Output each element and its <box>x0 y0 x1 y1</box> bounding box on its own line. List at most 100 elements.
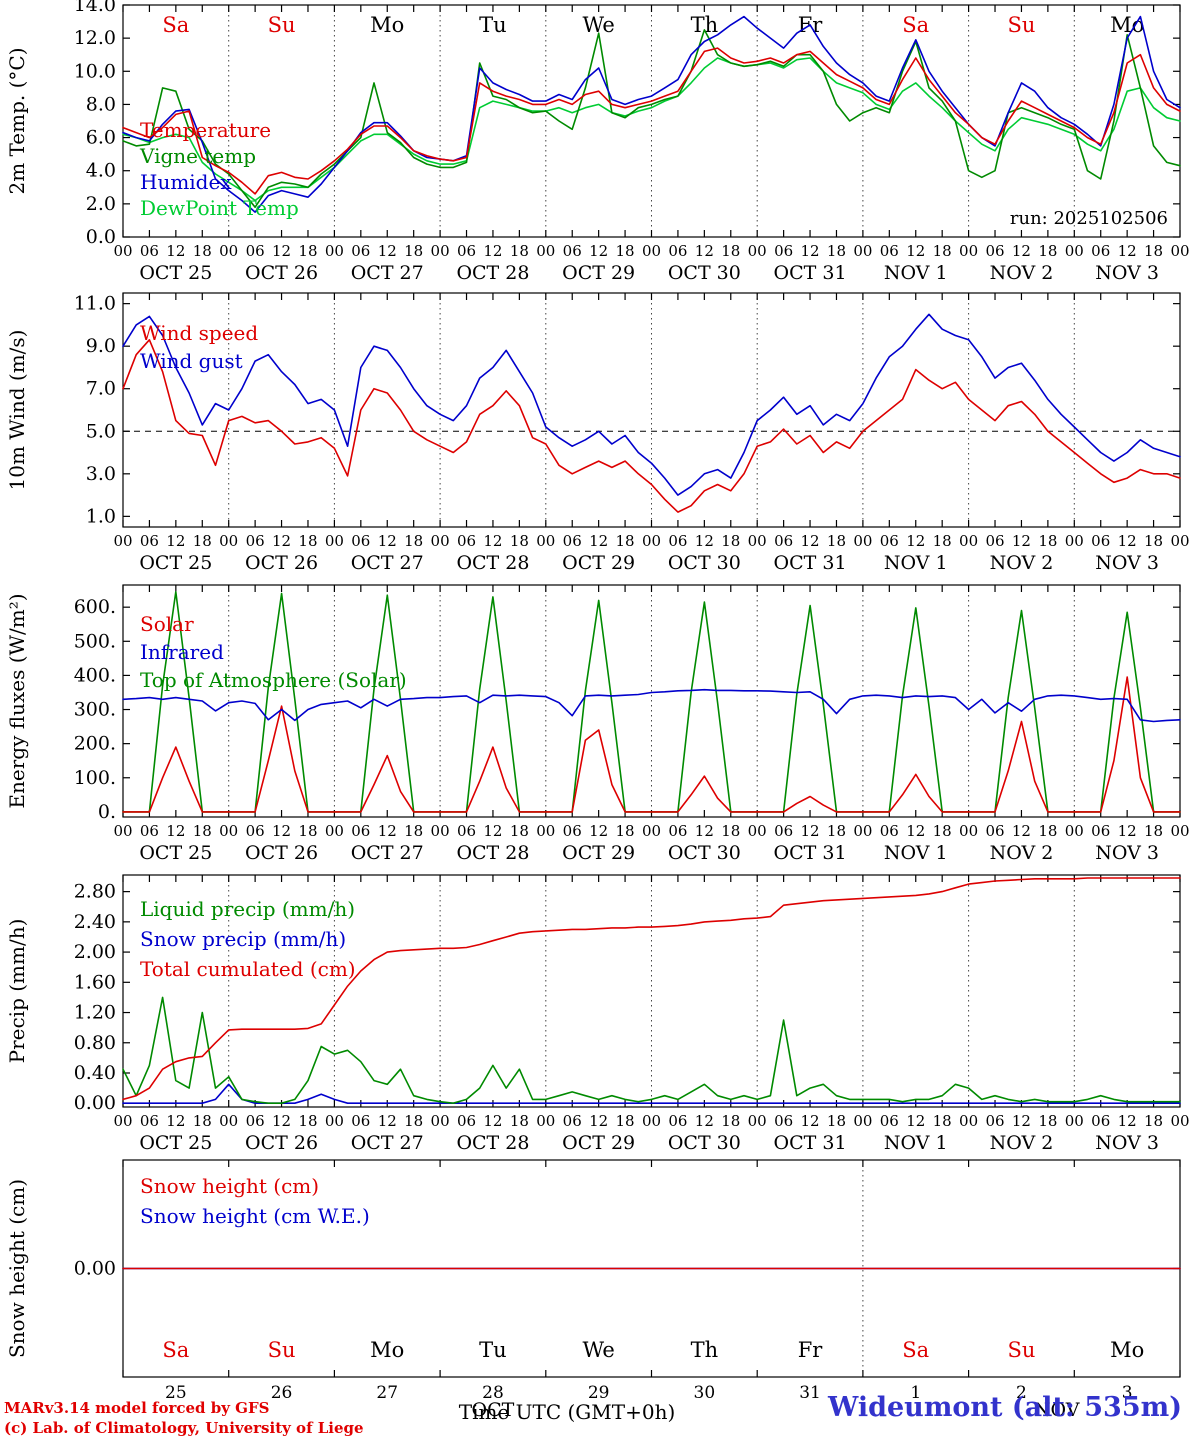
hour-tick-label: 12 <box>1012 242 1031 260</box>
hour-tick-label: 00 <box>1065 822 1084 840</box>
hour-tick-label: 00 <box>642 822 661 840</box>
panel-precip: 0.00 0.40 0.80 1.20 1.60 2.00 2.40 2.80 00 06 12 18… <box>5 874 1190 1154</box>
legend-label: Temperature <box>140 118 271 142</box>
bottom-day-numbers: 25 26 27 28 29 30 31 1 2 3 OCT NOV <box>165 1383 1133 1421</box>
date-label: OCT 31 <box>774 842 847 864</box>
legend-label: Wind speed <box>140 321 258 345</box>
hour-tick-label: 18 <box>404 822 423 840</box>
date-label: OCT 26 <box>245 842 318 864</box>
hour-tick-label: 12 <box>166 242 185 260</box>
hour-tick-label: 00 <box>853 242 872 260</box>
hour-tick-label: 12 <box>166 1112 185 1130</box>
hour-tick-label: 00 <box>536 1112 555 1130</box>
y-tick-label: 400. <box>74 664 116 686</box>
hour-tick-label: 12 <box>801 1112 820 1130</box>
date-label: NOV 2 <box>990 842 1054 864</box>
day-number: 28 <box>482 1383 504 1403</box>
day-number: 29 <box>588 1383 610 1403</box>
hour-tick-label: 00 <box>325 1112 344 1130</box>
date-label: NOV 1 <box>884 262 948 284</box>
y-tick-label: 1.60 <box>74 971 116 993</box>
weekday-label: Mo <box>1110 1338 1144 1362</box>
legend: Liquid precip (mm/h) Snow precip (mm/h) To… <box>140 897 356 981</box>
hour-tick-label: 12 <box>272 1112 291 1130</box>
hour-tick-label: 06 <box>563 822 582 840</box>
hour-tick-label: 06 <box>351 1112 370 1130</box>
date-label: NOV 1 <box>884 552 948 574</box>
y-tick-label: 12.0 <box>74 27 116 49</box>
hour-tick-label: 18 <box>193 532 212 550</box>
day-number: 26 <box>271 1383 293 1403</box>
hour-tick-label: 12 <box>589 242 608 260</box>
hour-tick-label: 18 <box>510 822 529 840</box>
legend-label: Wind gust <box>140 349 243 373</box>
hour-tick-label: 18 <box>827 242 846 260</box>
hour-tick-label: 06 <box>774 1112 793 1130</box>
hour-tick-label: 00 <box>959 242 978 260</box>
hour-tick-label: 12 <box>906 532 925 550</box>
hour-tick-label: 00 <box>325 532 344 550</box>
y-axis-title: Precip (mm/h) <box>5 919 29 1064</box>
hour-tick-label: 18 <box>1038 1112 1057 1130</box>
panel-temperature: 0.0 2.0 4.0 6.0 8.0 10.0 12.0 14.0 00 06 12 18 00 06 1… <box>5 0 1190 284</box>
date-label: OCT 26 <box>245 262 318 284</box>
hour-tick-label: 18 <box>510 532 529 550</box>
hour-tick-label: 06 <box>246 822 265 840</box>
hour-tick-label: 18 <box>933 242 952 260</box>
y-axis-title: 2m Temp. (°C) <box>5 47 29 194</box>
hour-tick-label: 06 <box>140 242 159 260</box>
hour-tick-label: 18 <box>616 822 635 840</box>
y-tick-labels: 0. 100. 200. 300. 400. 500. 600. <box>74 596 1180 823</box>
day-number: 2 <box>1016 1383 1027 1403</box>
y-tick-label: 0.80 <box>74 1032 116 1054</box>
date-label: OCT 28 <box>456 842 529 864</box>
weekday-label: Mo <box>370 13 404 37</box>
hour-tick-label: 00 <box>325 242 344 260</box>
hour-tick-label: 18 <box>616 1112 635 1130</box>
hour-tick-label: 18 <box>933 532 952 550</box>
date-label: NOV 2 <box>990 552 1054 574</box>
weekday-label: Sa <box>902 13 929 37</box>
hour-tick-label: 18 <box>827 822 846 840</box>
weekday-label: We <box>582 1338 614 1362</box>
hour-tick-label: 18 <box>721 242 740 260</box>
hour-tick-label: 06 <box>1091 242 1110 260</box>
y-tick-label: 0.00 <box>74 1092 116 1114</box>
y-tick-label: 4.0 <box>86 160 116 182</box>
hour-tick-label: 06 <box>563 242 582 260</box>
hour-tick-label: 00 <box>1065 1112 1084 1130</box>
legend-label: Vigne temp <box>139 144 256 168</box>
y-tick-label: 600. <box>74 596 116 618</box>
date-label: OCT 29 <box>562 1132 635 1154</box>
hour-tick-label: 12 <box>589 822 608 840</box>
hour-tick-label: 00 <box>1170 822 1189 840</box>
hour-tick-label: 12 <box>801 822 820 840</box>
hour-tick-label: 18 <box>1038 532 1057 550</box>
hour-tick-label: 18 <box>510 1112 529 1130</box>
hour-tick-label: 00 <box>536 242 555 260</box>
hour-tick-label: 00 <box>113 532 132 550</box>
hour-tick-label: 12 <box>483 822 502 840</box>
hour-tick-label: 12 <box>1118 822 1137 840</box>
y-axis-title: Snow height (cm) <box>5 1179 29 1358</box>
date-label: OCT 30 <box>668 262 741 284</box>
y-tick-label: 0.0 <box>86 226 116 248</box>
hour-tick-label: 00 <box>431 822 450 840</box>
hour-tick-label: 12 <box>166 532 185 550</box>
weekday-label: Mo <box>370 1338 404 1362</box>
series-snow-precip-mm-h- <box>122 1083 1181 1104</box>
hour-tick-label: 12 <box>695 242 714 260</box>
hour-tick-label: 06 <box>457 532 476 550</box>
series-total-cumulated-cm- <box>122 877 1181 1101</box>
date-label: NOV 3 <box>1095 262 1159 284</box>
legend-label: Liquid precip (mm/h) <box>140 897 355 921</box>
hour-tick-label: 18 <box>193 822 212 840</box>
hour-tick-label: 18 <box>616 242 635 260</box>
hour-tick-label: 00 <box>959 532 978 550</box>
hour-tick-label: 06 <box>880 1112 899 1130</box>
hour-tick-label: 06 <box>668 242 687 260</box>
hour-tick-label: 12 <box>1118 1112 1137 1130</box>
x-ticks: 00 06 12 18 00 06 12 18 00 06 12 18 00 06 12 18 00 06 12 18… <box>113 293 1190 550</box>
hour-tick-label: 12 <box>589 1112 608 1130</box>
